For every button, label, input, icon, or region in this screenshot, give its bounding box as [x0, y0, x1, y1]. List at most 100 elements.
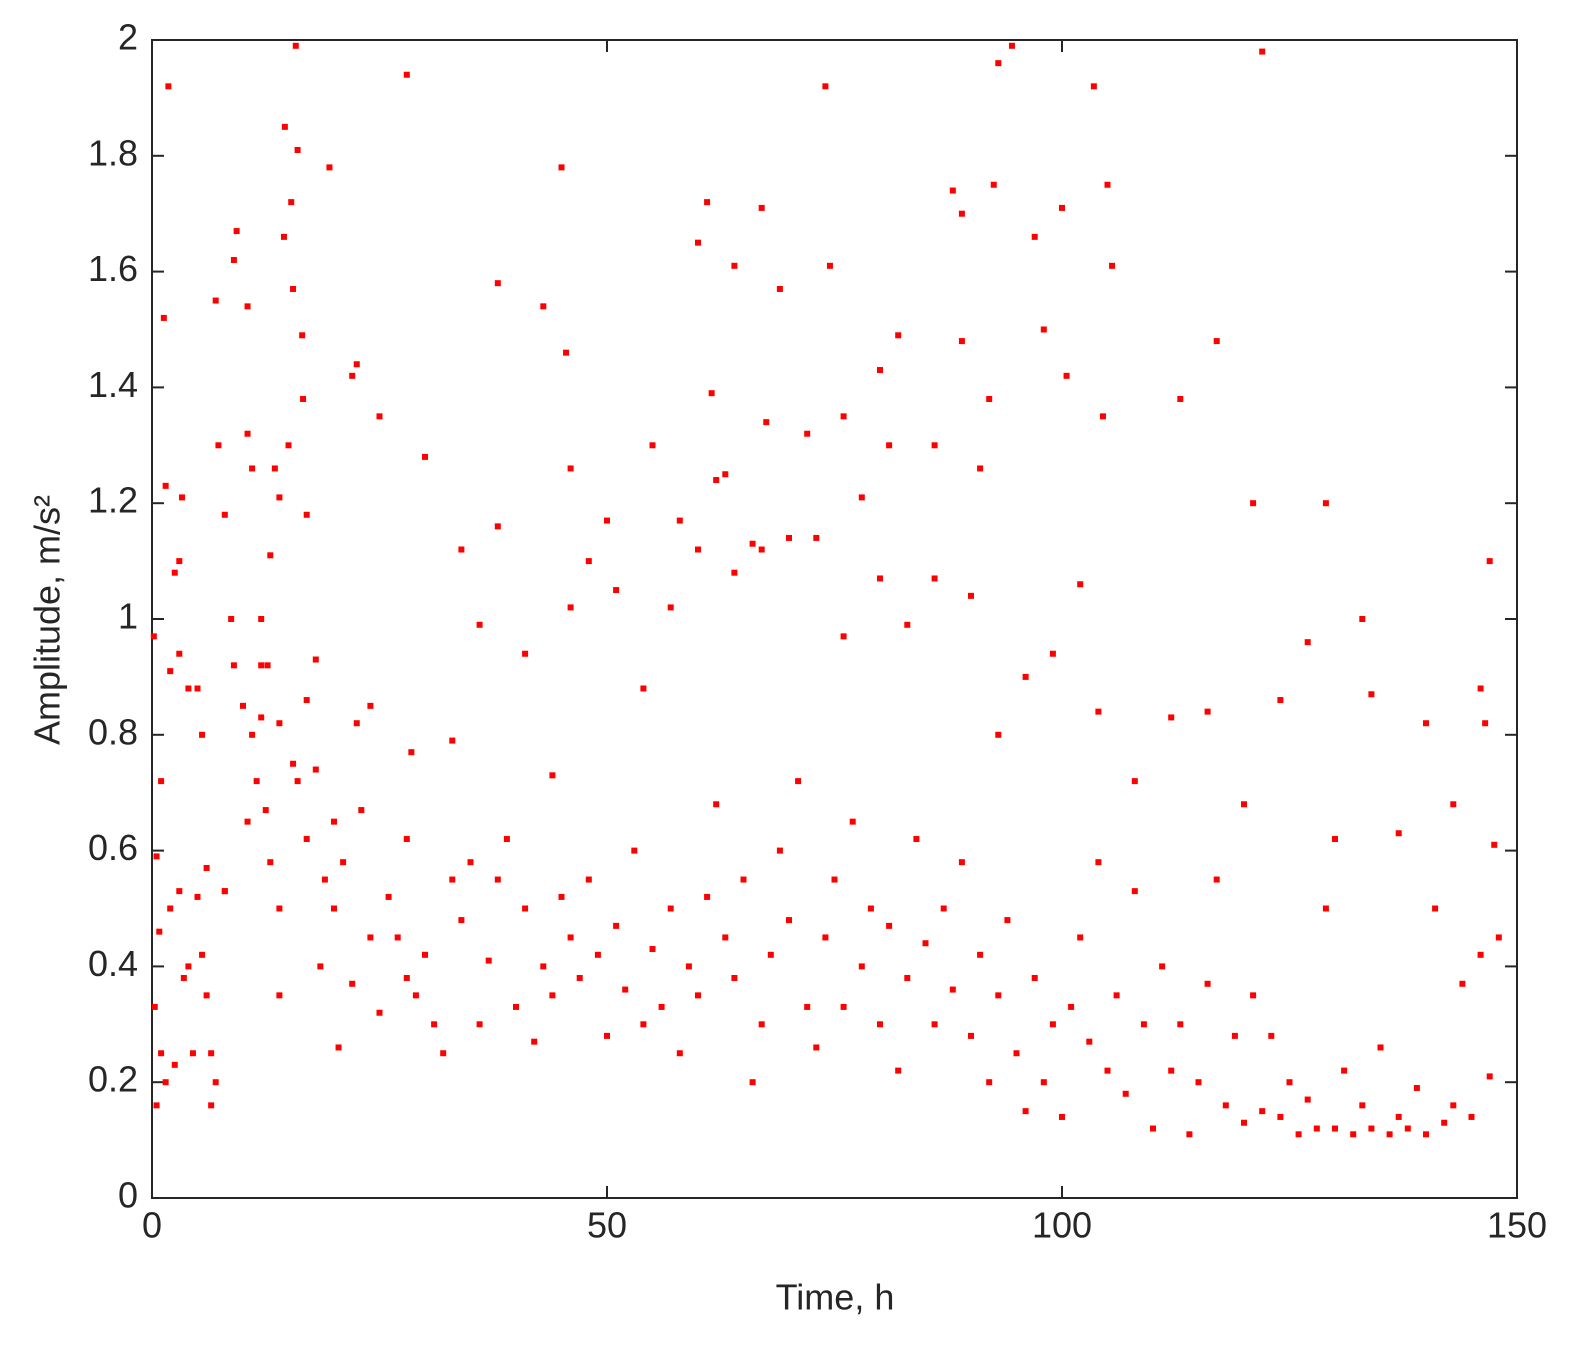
- point: [258, 616, 265, 622]
- point: [1095, 859, 1102, 866]
- x-tick-label: 50: [587, 1205, 627, 1246]
- point: [1359, 1102, 1366, 1109]
- point: [549, 772, 556, 779]
- point: [212, 1079, 219, 1086]
- point: [221, 888, 228, 895]
- point: [312, 656, 319, 663]
- point: [1432, 905, 1439, 912]
- point: [349, 372, 356, 379]
- point: [264, 662, 271, 669]
- point: [162, 482, 169, 489]
- point: [858, 494, 865, 501]
- point: [758, 204, 765, 211]
- point: [968, 592, 974, 599]
- point: [494, 523, 501, 530]
- point: [1477, 685, 1484, 692]
- point: [228, 616, 235, 622]
- point: [1395, 1113, 1402, 1120]
- point: [1459, 980, 1466, 987]
- point: [153, 853, 160, 860]
- point: [317, 963, 324, 970]
- point: [522, 650, 529, 657]
- point: [494, 280, 501, 287]
- point: [931, 442, 938, 449]
- point: [958, 859, 965, 866]
- point: [1423, 720, 1429, 727]
- point: [1241, 1119, 1247, 1126]
- point: [1359, 616, 1366, 622]
- point: [558, 164, 565, 171]
- point: [303, 836, 310, 843]
- point: [1222, 1102, 1229, 1109]
- point: [840, 633, 847, 640]
- point: [1013, 1050, 1020, 1057]
- point: [176, 888, 183, 895]
- point: [385, 893, 392, 900]
- point: [1295, 1131, 1302, 1138]
- point: [658, 1003, 665, 1010]
- point: [331, 905, 337, 912]
- x-tick-label: 100: [1032, 1205, 1092, 1246]
- point: [303, 511, 310, 518]
- point: [986, 395, 993, 402]
- point: [151, 1003, 158, 1010]
- point: [640, 1021, 647, 1028]
- point: [567, 604, 574, 611]
- point: [180, 974, 187, 981]
- point: [1377, 1044, 1384, 1051]
- point: [776, 847, 783, 854]
- point: [176, 558, 183, 565]
- point: [1150, 1125, 1156, 1132]
- point: [221, 511, 228, 518]
- point: [1259, 48, 1266, 55]
- point: [1495, 934, 1502, 941]
- point: [280, 233, 287, 240]
- point: [1049, 1021, 1056, 1028]
- point: [1231, 1032, 1238, 1039]
- point: [667, 905, 674, 912]
- y-tick-label: 2: [118, 17, 138, 58]
- y-tick-label: 0.2: [88, 1059, 138, 1100]
- point: [540, 963, 547, 970]
- point: [1486, 1073, 1493, 1080]
- point: [840, 1003, 847, 1010]
- point: [340, 859, 347, 866]
- point: [244, 430, 251, 437]
- point: [208, 1102, 215, 1109]
- point: [849, 818, 856, 825]
- point: [567, 934, 574, 941]
- point: [294, 147, 301, 154]
- point: [1131, 778, 1138, 785]
- point: [1131, 888, 1138, 895]
- point: [194, 685, 201, 692]
- point: [1168, 1067, 1175, 1074]
- point: [1368, 1125, 1375, 1132]
- point: [167, 905, 174, 912]
- point: [1277, 697, 1284, 704]
- point: [585, 876, 592, 883]
- point: [394, 934, 401, 941]
- point: [1077, 934, 1084, 941]
- point: [194, 893, 201, 900]
- point: [722, 471, 729, 478]
- point: [826, 262, 833, 269]
- point: [776, 285, 783, 292]
- point: [922, 940, 929, 947]
- point: [940, 905, 947, 912]
- point: [476, 1021, 483, 1028]
- point: [1168, 714, 1175, 721]
- point: [485, 957, 492, 964]
- point: [758, 1021, 765, 1028]
- point: [1022, 673, 1029, 680]
- point: [288, 199, 295, 206]
- point: [931, 1021, 938, 1028]
- point: [199, 731, 206, 738]
- point: [171, 1061, 178, 1068]
- point: [412, 992, 419, 999]
- point: [995, 992, 1002, 999]
- point: [804, 430, 811, 437]
- point: [1477, 951, 1484, 958]
- point: [704, 199, 711, 206]
- point: [422, 951, 428, 958]
- point: [203, 992, 210, 999]
